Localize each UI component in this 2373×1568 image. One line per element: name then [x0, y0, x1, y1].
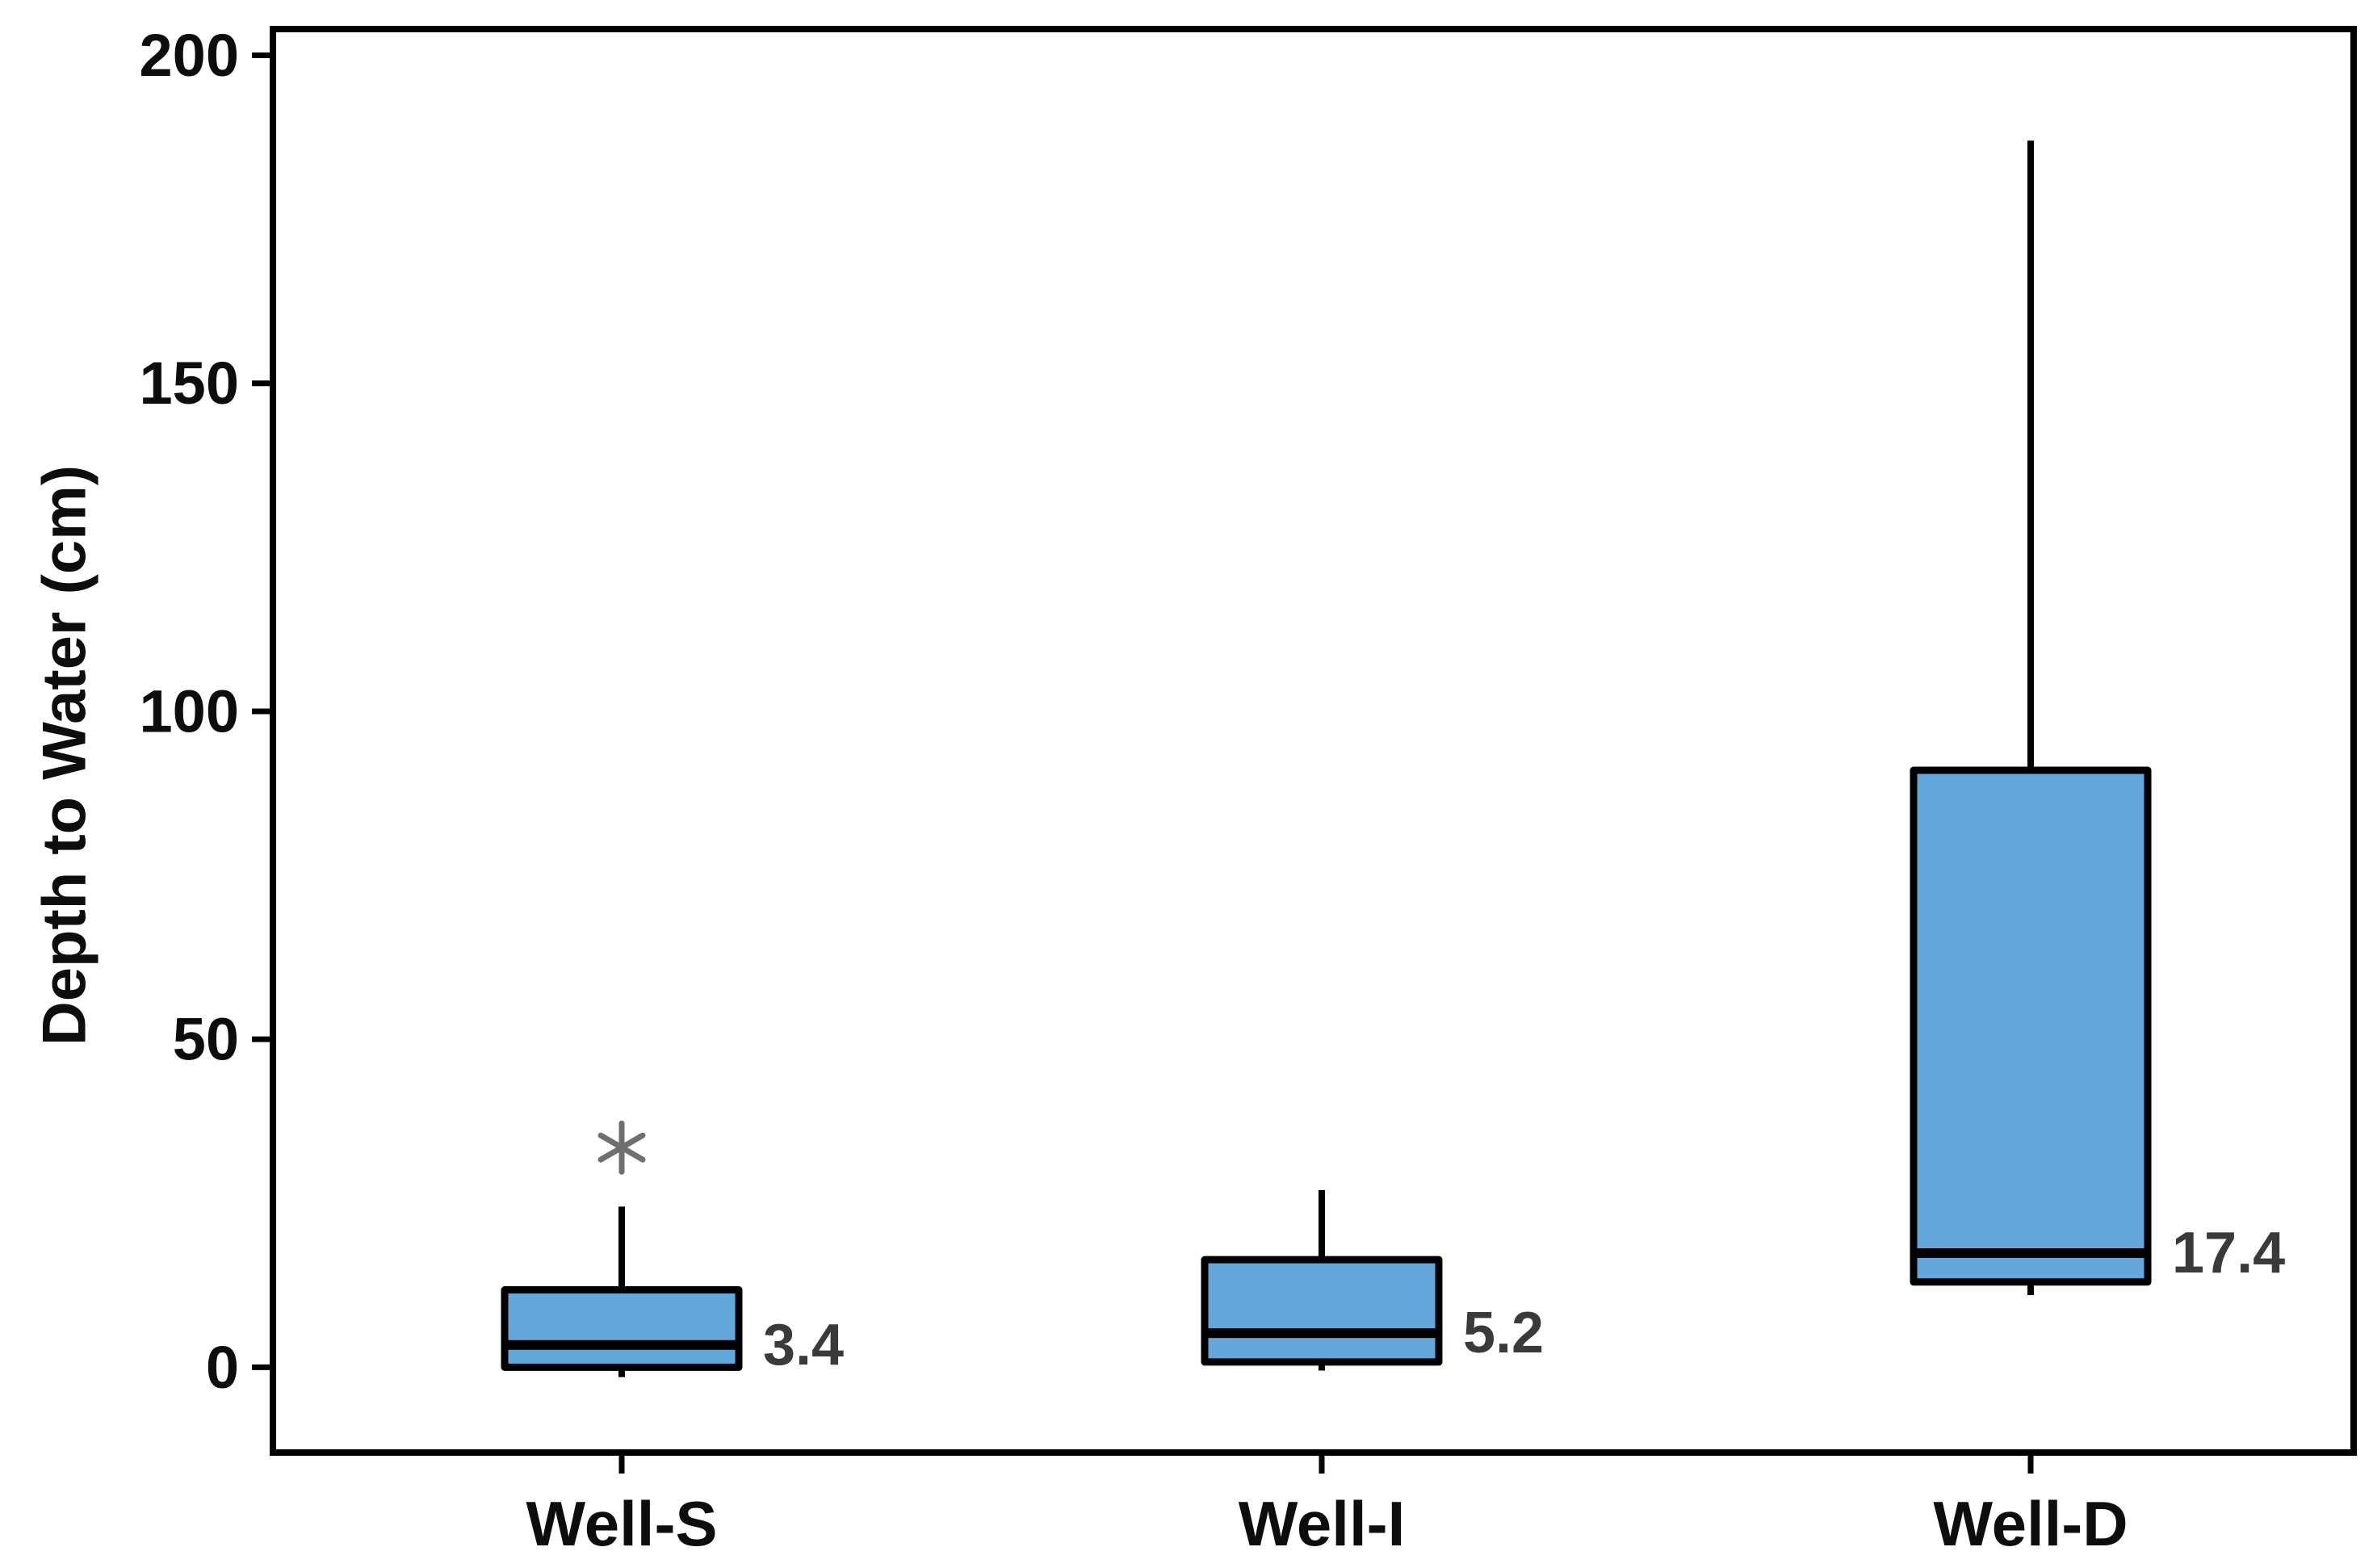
y-tick-label-200: 200 — [140, 22, 239, 89]
median-value-label-well-s: 3.4 — [763, 1313, 844, 1377]
labels-layer: Depth to Water (cm) 3.4 5.2 17.4 — [31, 465, 2286, 1377]
box-well-s — [501, 1286, 743, 1371]
median-value-label-well-i: 5.2 — [1463, 1301, 1544, 1365]
y-tick-label-50: 50 — [173, 1006, 239, 1073]
outlier-ray — [597, 1132, 646, 1163]
median-value-label-well-d: 17.4 — [2172, 1221, 2285, 1285]
x-category-label-well-d: Well-D — [1933, 1488, 2128, 1559]
y-axis-title: Depth to Water (cm) — [31, 465, 99, 1046]
y-tick-label-0: 0 — [206, 1334, 239, 1401]
x-category-label-well-i: Well-I — [1239, 1488, 1406, 1559]
axes-layer: 0 50 100 150 200 Well-S Well-I Well-D — [140, 22, 2128, 1559]
y-tick-label-100: 100 — [140, 677, 239, 744]
outlier-asterisk-well-s-0 — [597, 1120, 646, 1175]
box-well-i — [1201, 1256, 1443, 1366]
boxes-layer — [501, 140, 2152, 1377]
y-tick-label-150: 150 — [140, 350, 239, 417]
box-well-d — [1910, 766, 2152, 1286]
x-category-label-well-s: Well-S — [526, 1488, 718, 1559]
